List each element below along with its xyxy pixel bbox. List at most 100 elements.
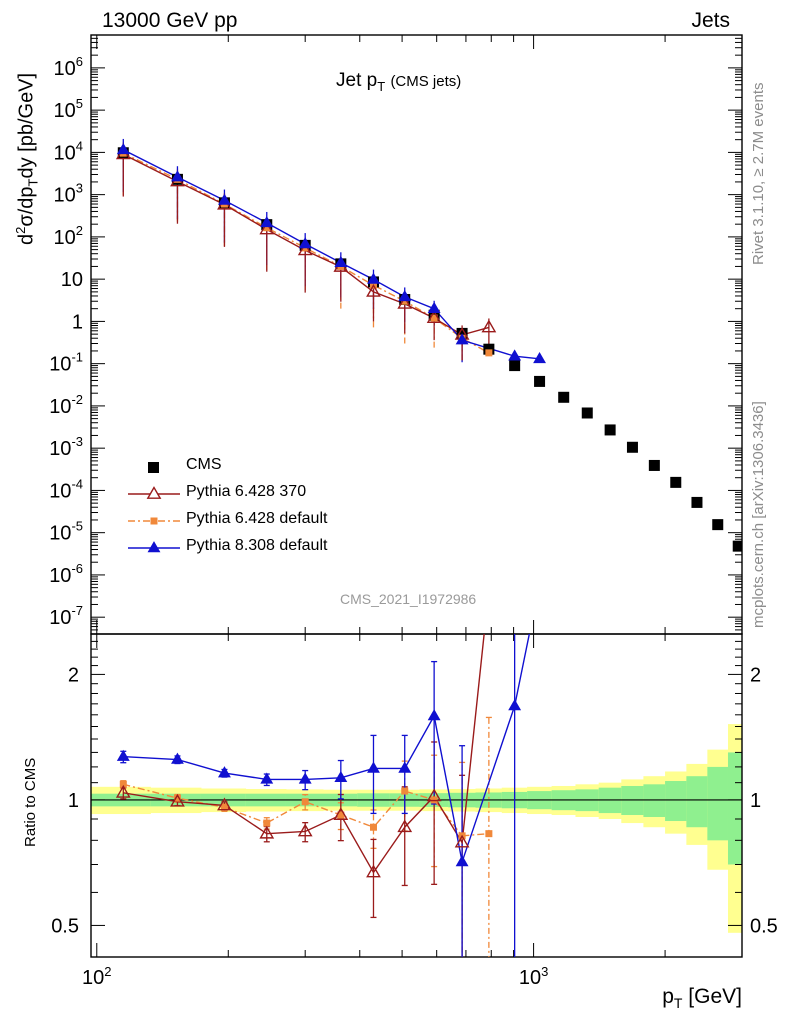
ratio-p6-default-point [220,803,228,811]
ratio-p8-point [116,749,130,761]
p8-point [260,215,274,228]
cms-point [732,540,742,552]
y-tick-label: 10-4 [49,476,83,502]
ratio-p6-default-point [173,794,181,802]
y-axis-label: d2σ/dpTdy [pb/GeV] [13,72,41,245]
cms-point [712,519,724,531]
ratio-p6-default-point [301,798,309,806]
y-tick-label: 10-1 [49,350,83,376]
ratio-p8-point [218,766,231,778]
y-tick-label: 106 [54,54,83,80]
y-tick-label: 10 [61,269,83,291]
rivet-label: Rivet 3.1.10, ≥ 2.7M events [750,82,767,266]
ratio-p8-point [171,752,184,764]
plot-title-extra: (CMS jets) [390,73,462,90]
cms-point [558,391,570,403]
cms-point [483,343,495,355]
ratio-tick-label-right: 0.5 [750,915,778,937]
ratio-p6-370-point [366,864,381,878]
p8-point [334,255,348,267]
ratio-tick-label-left: 0.5 [51,915,79,937]
ratio-p6-370-point [115,784,131,798]
ratio-p6-default-point [263,819,271,827]
p8-point [171,170,184,182]
ratio-p6-370-point [483,583,495,594]
p8-point [218,193,231,205]
p8-point [367,272,380,284]
ratio-p6-370-point [426,788,442,802]
ratio-p8-point [508,699,522,711]
p6-370-point [426,310,442,323]
ratio-p8-point [455,855,469,867]
ratio-p8-point [398,761,412,773]
ratio-p6-370-point [333,807,349,820]
band-inner [686,776,708,828]
p8-point [298,237,312,249]
ratio-p6-370-point [217,797,232,811]
plot-title-sub: T [377,78,386,94]
legend-p8-symbol [147,541,161,553]
ratio-p6-370-point [259,825,275,839]
cms-point [534,375,546,387]
ratio-p6-370-point [297,823,313,837]
y-tick-label: 10-7 [49,603,83,629]
ratio-tick-label-left: 1 [68,790,79,812]
p8-point [427,301,441,313]
ratio-tick-label-right: 2 [750,664,761,686]
legend-cms: CMS [186,456,222,473]
cms-point [648,459,660,471]
cms-point [670,476,682,488]
ratio-p8-point [367,761,380,773]
x-tick-label: 102 [82,964,111,989]
cms-point [581,407,593,419]
plot-title: Jet pT (CMS jets) [336,70,461,94]
header-left: 13000 GeV pp [102,9,238,32]
ratio-p6-370-point [454,834,470,848]
ratio-p8-point [260,772,274,784]
ratio-series [115,583,531,957]
x-tick-label: 103 [519,964,548,989]
p6-370-point [481,319,497,333]
ratio-frame [90,633,743,958]
legend-p6-default-symbol [150,517,158,525]
legend: CMS Pythia 6.428 370 Pythia 6.428 defaul… [128,456,388,566]
p6-default-point [485,349,493,357]
ratio-p6-default-point [337,811,345,819]
ratio-p8-point [298,772,312,784]
main-series [115,138,742,552]
y-tick-label: 10-3 [49,434,83,460]
ratio-p6-default-point [369,823,377,831]
p8-point [398,290,412,302]
header-right: Jets [691,9,730,32]
band-inner [643,784,666,817]
p6-default-point [401,297,409,305]
ratio-p8-point [334,770,348,783]
p6-370-point [259,221,275,235]
x-axis-label: pT [GeV] [662,985,742,1012]
ratio-bands [91,724,742,933]
ratio-tick-label-left: 2 [68,664,79,686]
cms-point [626,441,638,453]
legend-cms-symbol [148,462,159,473]
band-inner [665,781,687,822]
ratio-p6-370-point [170,793,185,807]
band-inner [707,766,729,841]
ratio-y-axis-label: Ratio to CMS [22,757,39,847]
p6-default-point [263,224,271,232]
ratio-p6-default-point [119,780,127,788]
legend-p6-370: Pythia 6.428 370 [186,483,307,500]
y-tick-label: 102 [54,223,83,249]
cms-point [509,360,521,372]
legend-p8-default: Pythia 8.308 default [186,537,328,554]
mcplots-label: mcplots.cern.ch [arXiv:1306.3436] [750,401,767,628]
y-tick-label: 10-6 [49,561,83,587]
y-tick-label: 103 [54,181,83,207]
p8-point [533,351,546,364]
plot-title-main: Jet p [336,70,378,91]
band-inner [727,752,742,865]
p8-point [455,333,469,345]
legend-p6-default: Pythia 6.428 default [186,510,328,527]
ratio-tick-label-right: 1 [750,790,761,812]
cms-point [691,496,703,508]
